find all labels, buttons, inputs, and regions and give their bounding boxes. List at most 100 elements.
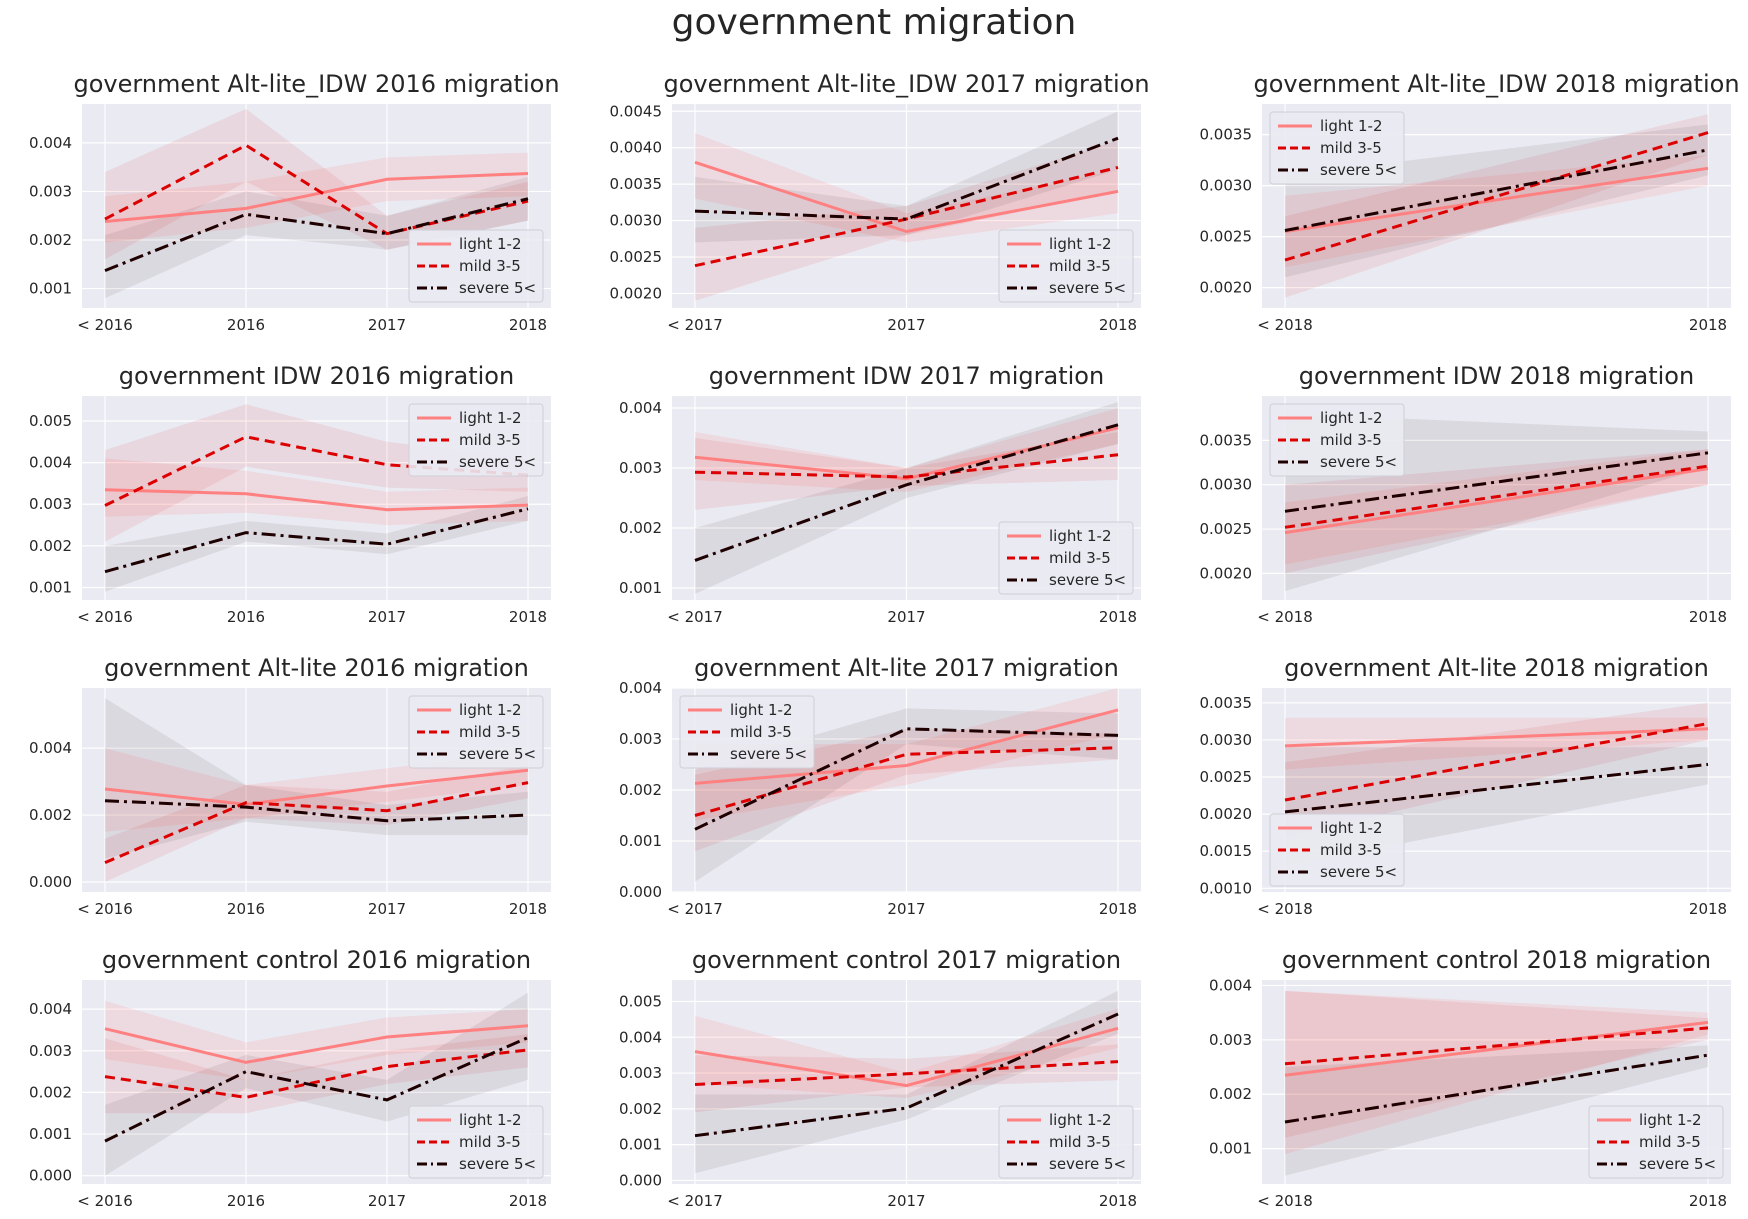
- chart-title: government Alt-lite_IDW 2016 migration: [73, 70, 559, 98]
- legend-label-severe: severe 5<: [730, 745, 807, 763]
- series-line-mild: [104, 143, 529, 236]
- y-tick-label: 0.0015: [1200, 842, 1253, 860]
- x-tick-label: 2016: [227, 1192, 265, 1210]
- legend-label-light: light 1-2: [1639, 1111, 1702, 1129]
- legend-box: [998, 229, 1134, 303]
- y-tick-label: 0.002: [619, 519, 662, 537]
- y-tick-label: 0.004: [29, 1000, 72, 1018]
- y-tick-label: 0.001: [29, 579, 72, 597]
- y-tick-label: 0.0030: [1200, 731, 1253, 749]
- y-tick-label: 0.000: [29, 873, 72, 891]
- series-line-light: [104, 768, 529, 806]
- y-tick-label: 0.0025: [1200, 768, 1253, 786]
- x-tick-label: 2017: [887, 900, 925, 918]
- legend: light 1-2 mild 3-5 severe 5<: [408, 1105, 544, 1179]
- y-tick-label: 0.003: [619, 1064, 662, 1082]
- legend-label-light: light 1-2: [459, 235, 522, 253]
- y-tick-label: 0.0030: [610, 212, 663, 230]
- chart-title: government IDW 2018 migration: [1299, 362, 1694, 390]
- legend-label-severe: severe 5<: [1639, 1155, 1716, 1173]
- confidence-band-mild: [695, 432, 1118, 510]
- x-tick-label: 2018: [1099, 900, 1137, 918]
- x-tick-label: < 2018: [1257, 900, 1313, 918]
- confidence-band-mild: [105, 1034, 528, 1114]
- y-tick-label: 0.001: [29, 280, 72, 298]
- series-line-severe: [104, 197, 529, 272]
- x-tick-label: < 2018: [1257, 316, 1313, 334]
- chart-panel: 0.0020 0.0025 0.0030 0.0035 < 2018 2018 govern…: [1200, 362, 1731, 626]
- confidence-band-light: [1285, 717, 1708, 770]
- legend: light 1-2 mild 3-5 severe 5<: [998, 521, 1134, 595]
- y-tick-label: 0.000: [29, 1167, 72, 1185]
- y-tick-label: 0.003: [29, 1042, 72, 1060]
- legend-box: [998, 1105, 1134, 1179]
- confidence-band-light: [695, 133, 1118, 243]
- chart-title: government Alt-lite 2018 migration: [1284, 654, 1709, 682]
- legend-label-severe: severe 5<: [1049, 279, 1126, 297]
- chart-title: government control 2016 migration: [102, 946, 531, 974]
- x-tick-label: < 2017: [667, 608, 723, 626]
- confidence-band-mild: [105, 764, 528, 882]
- confidence-band-light: [1285, 449, 1708, 565]
- y-tick-label: 0.001: [619, 1136, 662, 1154]
- legend-label-mild: mild 3-5: [459, 431, 521, 449]
- y-tick-label: 0.0030: [1200, 177, 1253, 195]
- confidence-band-mild: [1285, 114, 1708, 298]
- y-tick-label: 0.002: [619, 1100, 662, 1118]
- legend-label-severe: severe 5<: [459, 745, 536, 763]
- y-tick-label: 0.000: [619, 1171, 662, 1189]
- x-tick-label: 2016: [227, 316, 265, 334]
- series-line-mild: [1284, 464, 1709, 529]
- legend-label-severe: severe 5<: [1320, 161, 1397, 179]
- series-line-severe: [104, 799, 529, 823]
- legend-box: [1269, 403, 1405, 477]
- chart-panel: 0.000 0.001 0.002 0.003 0.004 < 2017 2017 2018 g…: [619, 654, 1141, 918]
- y-tick-label: 0.002: [29, 537, 72, 555]
- x-tick-label: < 2017: [667, 900, 723, 918]
- confidence-band-severe: [1285, 1045, 1708, 1176]
- series-line-severe: [694, 136, 1119, 221]
- x-tick-label: 2018: [509, 608, 547, 626]
- series-line-light: [694, 160, 1119, 234]
- y-tick-label: 0.0020: [1200, 564, 1253, 582]
- legend-label-severe: severe 5<: [1049, 571, 1126, 589]
- confidence-band-severe: [695, 990, 1118, 1174]
- legend-label-light: light 1-2: [1320, 819, 1383, 837]
- series-line-mild: [1284, 722, 1709, 802]
- x-tick-label: < 2017: [667, 1192, 723, 1210]
- x-tick-label: 2018: [1099, 1192, 1137, 1210]
- x-tick-label: < 2018: [1257, 1192, 1313, 1210]
- confidence-band-light: [695, 1008, 1118, 1099]
- y-tick-label: 0.0020: [1200, 279, 1253, 297]
- legend-box: [408, 229, 544, 303]
- legend-box: [1588, 1105, 1724, 1179]
- y-tick-label: 0.005: [619, 992, 662, 1010]
- confidence-band-mild: [1285, 702, 1708, 837]
- series-line-mild: [104, 1048, 529, 1099]
- legend: light 1-2 mild 3-5 severe 5<: [1269, 403, 1405, 477]
- y-tick-label: 0.002: [619, 781, 662, 799]
- x-tick-label: 2017: [887, 316, 925, 334]
- legend-label-severe: severe 5<: [1320, 453, 1397, 471]
- legend: light 1-2 mild 3-5 severe 5<: [998, 1105, 1134, 1179]
- legend: light 1-2 mild 3-5 severe 5<: [1269, 813, 1405, 887]
- y-tick-label: 0.001: [619, 579, 662, 597]
- y-tick-label: 0.003: [29, 495, 72, 513]
- y-tick-label: 0.004: [29, 739, 72, 757]
- x-tick-label: 2016: [227, 608, 265, 626]
- x-tick-label: 2018: [1689, 900, 1727, 918]
- y-tick-label: 0.003: [1209, 1031, 1252, 1049]
- series-line-mild: [694, 1060, 1119, 1086]
- series-line-severe: [1284, 762, 1709, 814]
- chart-title: government Alt-lite 2016 migration: [104, 654, 529, 682]
- x-tick-label: 2017: [368, 1192, 406, 1210]
- series-line-light: [104, 172, 529, 223]
- chart-panel: 0.001 0.002 0.003 0.004 0.005 < 2016 2016 2017 2…: [29, 362, 551, 626]
- series-line-severe: [1284, 148, 1709, 232]
- x-tick-label: 2017: [368, 900, 406, 918]
- series-line-light: [1284, 166, 1709, 233]
- legend-label-mild: mild 3-5: [730, 723, 792, 741]
- legend-label-mild: mild 3-5: [1320, 139, 1382, 157]
- legend-box: [998, 521, 1134, 595]
- confidence-band-light: [105, 1000, 528, 1080]
